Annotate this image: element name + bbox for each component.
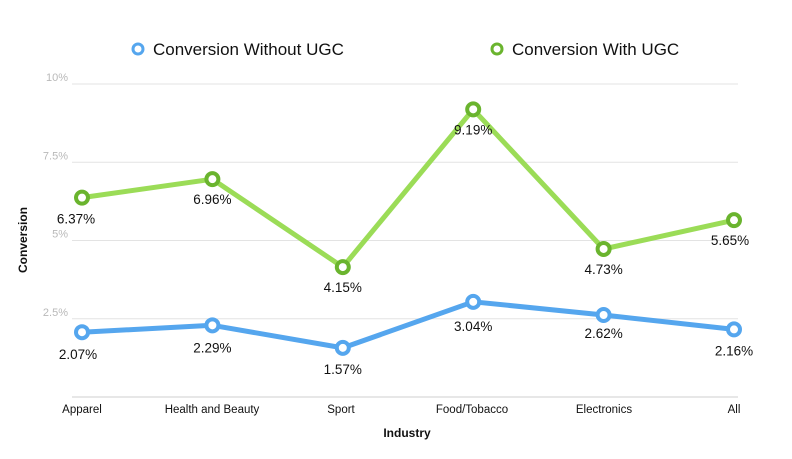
- y-tick-label: 7.5%: [43, 150, 68, 162]
- data-point: [595, 306, 612, 323]
- data-label: 6.96%: [193, 192, 231, 207]
- y-tick-label: 5%: [52, 229, 68, 241]
- data-label: 2.29%: [193, 340, 231, 355]
- gridlines: [72, 83, 738, 320]
- legend: Conversion Without UGC Conversion With UG…: [131, 40, 679, 59]
- legend-label: Conversion Without UGC: [153, 40, 344, 59]
- data-point: [74, 189, 90, 206]
- data-label: 2.62%: [584, 326, 622, 341]
- data-labels: 2.07% 2.29% 1.57% 3.04% 2.62% 2.16% 6.37% 6.96%…: [57, 122, 753, 377]
- data-point: [74, 324, 90, 341]
- y-tick-label: 2.5%: [43, 307, 68, 319]
- data-point: [465, 101, 482, 118]
- x-tick-label: Electronics: [576, 404, 632, 416]
- data-label: 4.15%: [324, 280, 362, 295]
- data-label: 9.19%: [454, 122, 492, 137]
- data-label: 5.65%: [711, 233, 749, 248]
- legend-marker-icon: [490, 42, 504, 56]
- x-tick-label: Apparel: [62, 404, 102, 416]
- y-axis-title: Conversion: [16, 207, 30, 273]
- x-axis-ticks: Apparel Health and Beauty Sport Food/Tobacc…: [62, 404, 740, 416]
- series-layer: [74, 101, 742, 356]
- series-line-0: [79, 299, 737, 351]
- data-label: 2.07%: [59, 347, 97, 362]
- data-point: [204, 317, 221, 334]
- y-tick-label: 10%: [46, 72, 68, 84]
- data-label: 6.37%: [57, 212, 95, 227]
- x-tick-label: Health and Beauty: [165, 404, 260, 416]
- data-point: [595, 240, 612, 257]
- series-line-1: [79, 106, 737, 270]
- data-label: 2.16%: [715, 343, 753, 358]
- data-label: 1.57%: [324, 362, 362, 377]
- x-tick-label: Sport: [327, 404, 355, 416]
- data-point: [334, 259, 351, 276]
- y-axis-ticks: 2.5% 5% 7.5% 10%: [43, 72, 68, 319]
- data-label: 4.73%: [584, 262, 622, 277]
- x-axis-title: Industry: [383, 426, 431, 440]
- data-point: [726, 212, 742, 229]
- data-label: 3.04%: [454, 319, 492, 334]
- data-point: [334, 339, 351, 356]
- data-point: [204, 171, 221, 188]
- legend-marker-icon: [131, 42, 145, 56]
- x-tick-label: Food/Tobacco: [436, 404, 508, 416]
- data-point: [726, 321, 742, 338]
- x-tick-label: All: [728, 404, 741, 416]
- legend-label: Conversion With UGC: [512, 40, 679, 59]
- data-point: [465, 293, 482, 310]
